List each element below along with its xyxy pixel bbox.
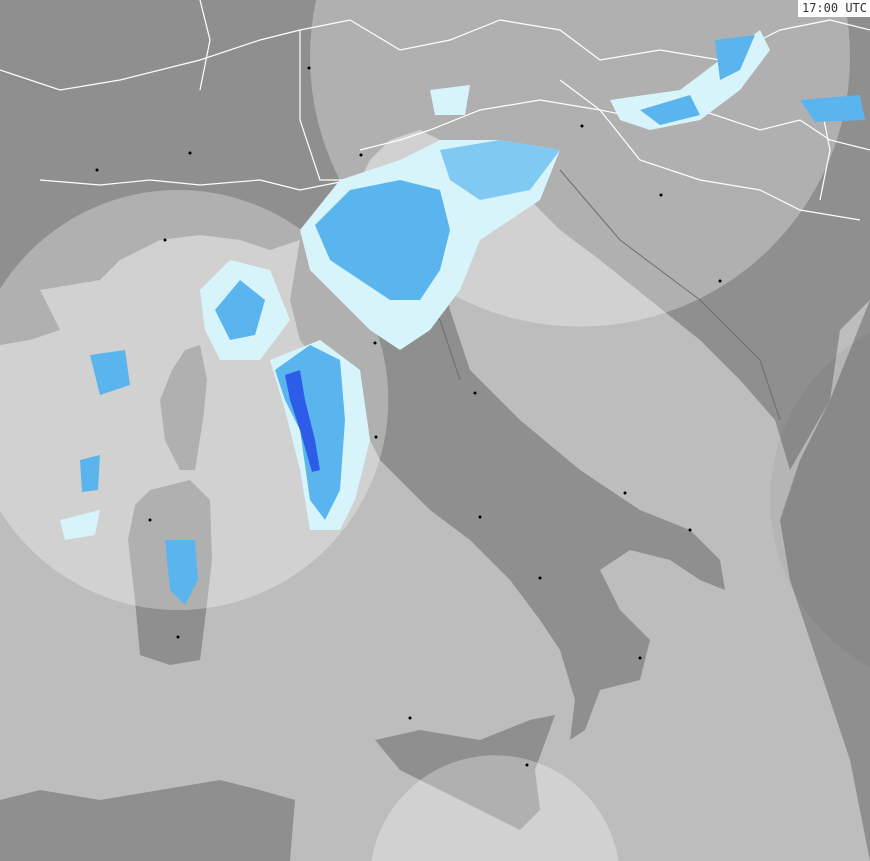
radar-echoes — [60, 30, 865, 605]
land-balkans — [780, 300, 870, 861]
coverage-tyrrhenian — [0, 190, 389, 611]
coverage-sicily — [371, 755, 619, 861]
coverage-balkans — [770, 332, 870, 668]
land-france — [0, 290, 60, 345]
land-africa — [0, 780, 295, 861]
land-corsica — [160, 345, 207, 470]
city-markers — [95, 66, 722, 767]
timestamp-label: 17:00 UTC — [797, 0, 870, 17]
land-sicily — [375, 715, 555, 830]
